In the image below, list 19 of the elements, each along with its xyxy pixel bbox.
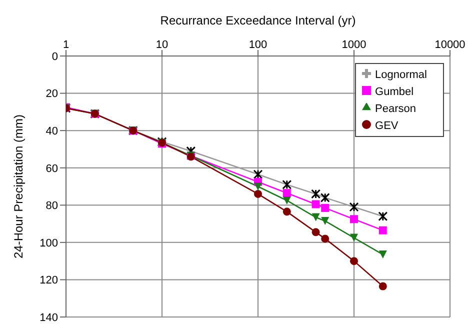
- x-tick-label: 1000: [342, 39, 366, 51]
- x-tick-label: 10000: [434, 39, 466, 51]
- legend-label: GEV: [375, 120, 398, 132]
- y-tick-label: 140: [40, 312, 58, 324]
- y-tick-label: 100: [40, 237, 58, 250]
- x-tick-label: 1: [62, 39, 70, 51]
- y-tick-label: 120: [40, 274, 58, 287]
- legend-label: Gumbel: [375, 86, 414, 98]
- y-tick-label: 60: [46, 162, 58, 175]
- y-axis-title: 24-Hour Precipitation (mm): [11, 114, 26, 259]
- legend-label: Lognormal: [375, 69, 427, 81]
- y-tick-label: 80: [46, 200, 58, 212]
- legend-label: Pearson: [375, 103, 416, 115]
- x-axis-title: Recurrance Exceedance Interval (yr): [160, 14, 356, 28]
- x-tick-label: 100: [248, 39, 268, 51]
- y-tick-label: 20: [46, 88, 58, 100]
- x-tick-label: 10: [156, 39, 168, 51]
- y-tick-label: 0: [52, 50, 58, 63]
- y-tick-label: 40: [46, 125, 58, 138]
